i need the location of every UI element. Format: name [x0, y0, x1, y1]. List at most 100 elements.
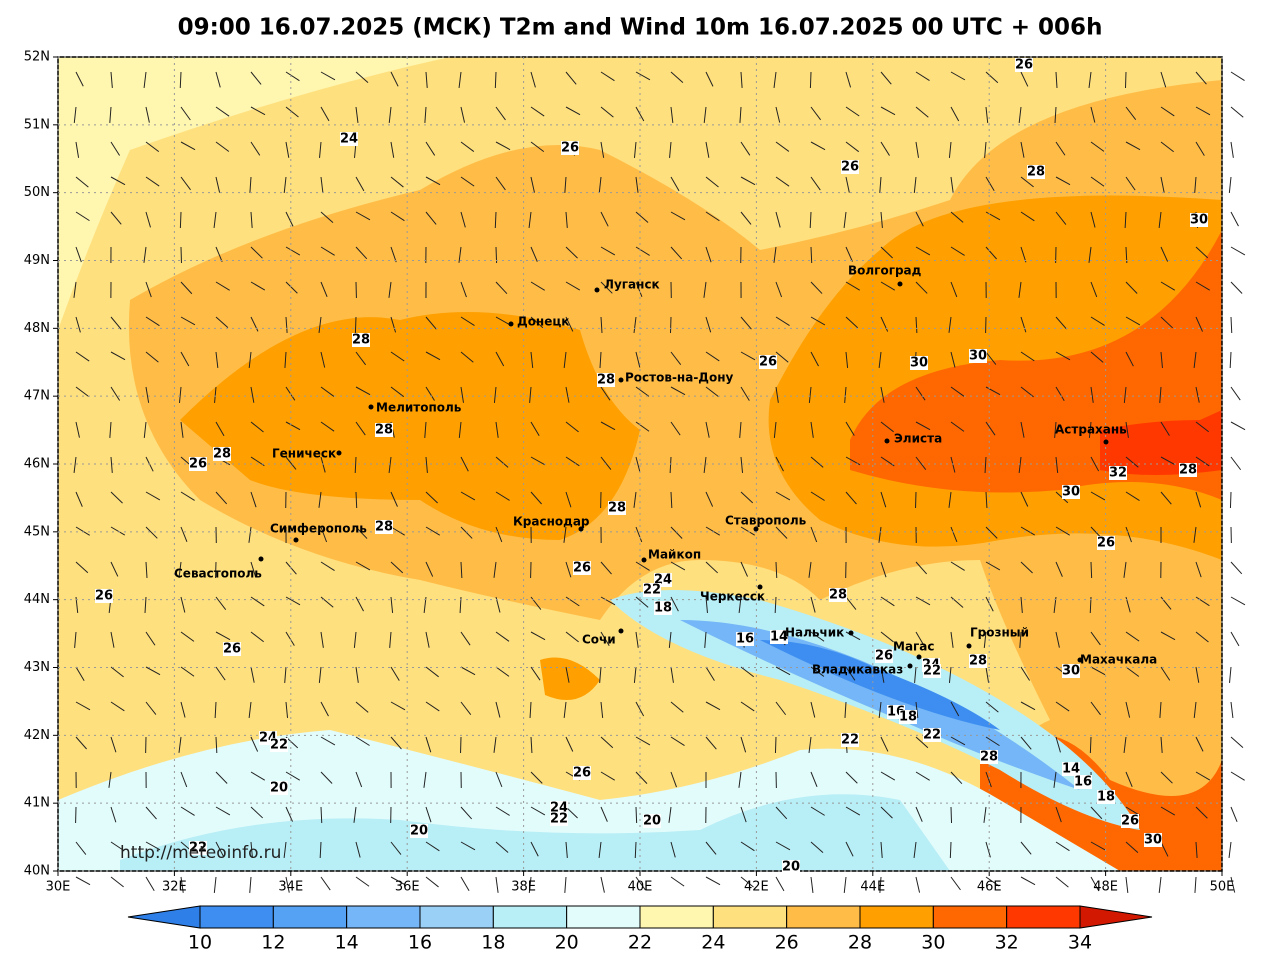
contour-label: 20 — [270, 781, 288, 796]
wind-barb — [1126, 877, 1128, 893]
wind-barb — [146, 877, 154, 891]
city-label: Геническ — [272, 447, 336, 461]
lat-tick-label: 49N — [24, 253, 50, 268]
city-dot — [595, 288, 600, 293]
lat-tick-label: 41N — [24, 796, 50, 811]
city-label: Майкоп — [648, 548, 701, 562]
wind-barb — [1231, 737, 1243, 748]
wind-barb — [811, 247, 812, 263]
lon-tick-label: 44E — [860, 880, 885, 895]
colorbar-swatch — [273, 906, 346, 928]
wind-barb — [671, 877, 684, 886]
colorbar-swatch — [640, 906, 713, 928]
contour-label: 28 — [608, 501, 626, 516]
wind-barb — [1229, 842, 1231, 858]
contour-label: 22 — [550, 812, 568, 827]
lat-tick-label: 43N — [24, 660, 50, 675]
lat-tick-label: 44N — [24, 592, 50, 607]
wind-barb — [461, 877, 469, 891]
contour-label: 28 — [375, 520, 393, 535]
lon-tick-label: 46E — [977, 880, 1002, 895]
colorbar-tick-label: 10 — [188, 932, 212, 954]
contour-label: 26 — [189, 457, 207, 472]
contour-label: 26 — [573, 766, 591, 781]
colorbar-arrow-high — [1080, 906, 1152, 928]
lat-tick-label: 46N — [24, 457, 50, 472]
wind-barb — [1231, 422, 1245, 430]
colorbar-tick-label: 12 — [261, 932, 285, 954]
wind-barb — [916, 877, 920, 893]
contour-label: 18 — [899, 710, 917, 725]
city-label: Нальчик — [785, 626, 844, 640]
contour-label: 30 — [1062, 485, 1080, 500]
contour-label: 26 — [1015, 58, 1033, 73]
lon-tick-label: 30E — [46, 880, 71, 895]
city-label: Волгоград — [848, 264, 922, 278]
wind-barb — [214, 877, 216, 893]
lat-tick-label: 42N — [24, 728, 50, 743]
city-dot — [898, 282, 903, 287]
wind-barb — [1195, 877, 1196, 893]
lon-tick-label: 36E — [395, 880, 420, 895]
lon-tick-label: 40E — [628, 880, 653, 895]
wind-barb — [1231, 597, 1245, 605]
wind-barb — [811, 877, 813, 893]
city-label: Ростов-на-Дону — [625, 371, 734, 385]
contour-label: 30 — [969, 349, 987, 364]
city-dot — [1104, 440, 1109, 445]
city-dot — [908, 664, 913, 669]
contour-label: 30 — [1190, 213, 1208, 228]
colorbar-swatch — [860, 906, 933, 928]
contour-label: 30 — [1144, 833, 1162, 848]
colorbar-tick-label: 28 — [848, 932, 872, 954]
colorbar-tick-label: 34 — [1068, 932, 1092, 954]
wind-barb — [1231, 212, 1238, 226]
wind-barb — [951, 877, 960, 890]
contour-label: 18 — [654, 601, 672, 616]
city-dot — [369, 405, 374, 410]
lon-tick-label: 42E — [744, 880, 769, 895]
wind-barb — [775, 737, 776, 753]
contour-label: 28 — [980, 750, 998, 765]
colorbar-swatch — [713, 906, 786, 928]
lon-tick-label: 48E — [1093, 880, 1118, 895]
city-dot — [259, 557, 264, 562]
wind-barb — [1230, 352, 1231, 368]
wind-barb — [1090, 737, 1091, 753]
wind-barb — [180, 212, 181, 228]
wind-barb — [1091, 562, 1092, 578]
wind-barb — [776, 877, 784, 891]
contour-label: 16 — [1074, 775, 1092, 790]
contour-label: 22 — [841, 733, 859, 748]
contour-label: 20 — [782, 860, 800, 875]
city-dot — [642, 558, 647, 563]
wind-barb — [495, 212, 496, 228]
wind-barb — [111, 877, 124, 887]
colorbar-tick-label: 24 — [701, 932, 725, 954]
wind-barb — [810, 72, 811, 88]
city-label: Сочи — [582, 633, 616, 647]
colorbar-tick-label: 18 — [481, 932, 505, 954]
contour-label: 32 — [1109, 466, 1127, 481]
city-label: Луганск — [604, 278, 660, 292]
city-dot — [619, 629, 624, 634]
wind-barb — [601, 877, 604, 893]
wind-barb — [1229, 177, 1231, 193]
wind-barb — [1231, 72, 1245, 81]
wind-barb — [1231, 107, 1243, 117]
city-label: Махачкала — [1080, 653, 1157, 667]
wind-barb — [250, 877, 251, 893]
colorbar-tick-label: 26 — [775, 932, 799, 954]
city-label: Астрахань — [1055, 423, 1127, 437]
wind-barb — [1231, 562, 1242, 574]
city-label: Севастополь — [174, 567, 262, 581]
city-label: Грозный — [970, 626, 1029, 640]
colorbar-swatch — [787, 906, 860, 928]
lon-tick-label: 38E — [511, 880, 536, 895]
city-dot — [294, 538, 299, 543]
contour-label: 28 — [1027, 165, 1045, 180]
lon-tick-label: 50E — [1210, 880, 1235, 895]
contour-label: 26 — [95, 589, 113, 604]
lat-tick-label: 50N — [24, 185, 50, 200]
